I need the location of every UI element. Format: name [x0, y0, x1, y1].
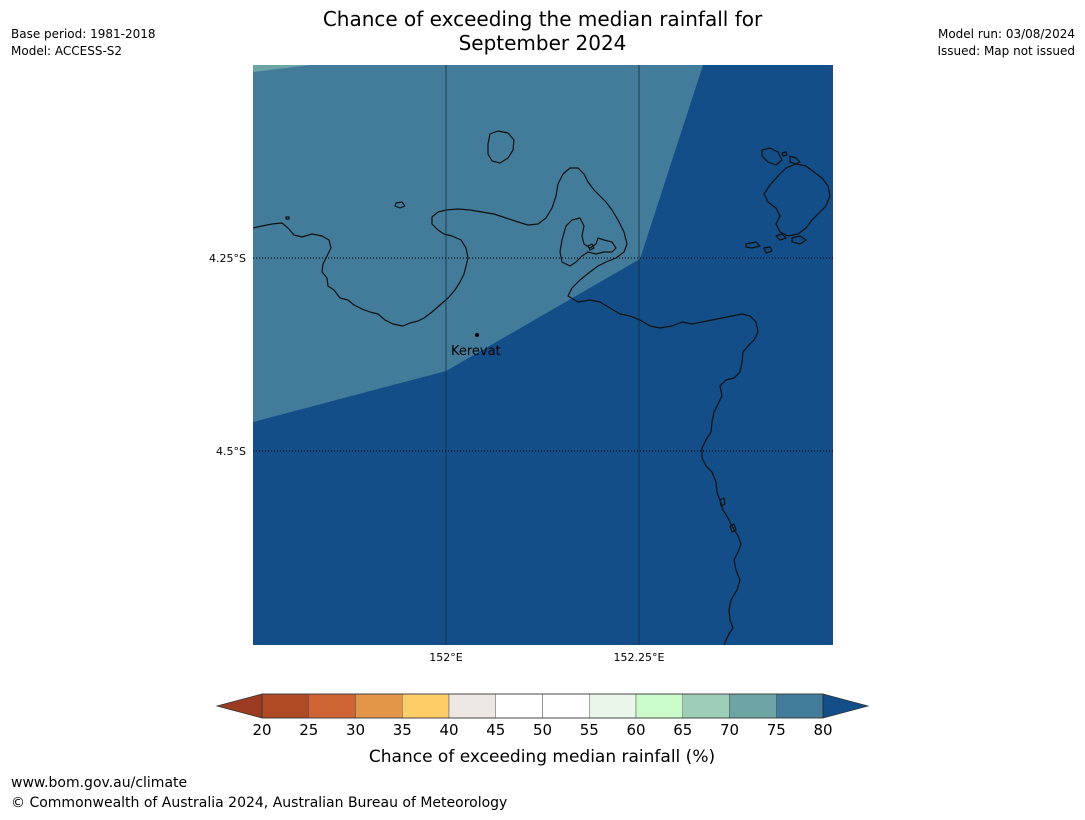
graticule: [253, 65, 833, 645]
footer-url: www.bom.gov.au/climate: [11, 775, 188, 791]
colorbar-band: [308, 693, 356, 719]
colorbar-band: [729, 693, 777, 719]
meta-left: Base period: 1981-2018 Model: ACCESS-S2: [11, 26, 156, 60]
base-period-text: Base period: 1981-2018: [11, 27, 156, 41]
colorbar-band: [495, 693, 543, 719]
colorbar-bands: [261, 693, 824, 719]
lon-label-152e: 152°E: [429, 651, 462, 664]
colorbar-band: [635, 693, 683, 719]
colorbar-band: [355, 693, 403, 719]
colorbar-frame: [261, 693, 824, 719]
map-title-line-2: September 2024: [458, 31, 627, 55]
band-70-75: [253, 65, 703, 422]
colorbar-band: [402, 693, 450, 719]
colorbar-tick-label: 35: [393, 721, 412, 739]
map-title: Chance of exceeding the median rainfall …: [0, 7, 1085, 55]
colorbar-under-arrow: [215, 693, 263, 719]
model-run-text: Model run: 03/08/2024: [937, 27, 1075, 41]
coastline: [253, 130, 831, 645]
colorbar-band: [776, 693, 824, 719]
colorbar-tick-label: 70: [720, 721, 739, 739]
kerevat-marker: [475, 333, 479, 337]
colorbar-band: [448, 693, 496, 719]
colorbar-ticks: 20 25 30 35 40 45 50 55 60 65 70 75 80: [252, 721, 832, 739]
colorbar-tick-label: 65: [673, 721, 692, 739]
colorbar-band: [261, 693, 309, 719]
lat-label-4-25s: 4.25°S: [209, 252, 246, 265]
colorbar-tick-label: 80: [813, 721, 832, 739]
colorbar: 20 25 30 35 40 45 50 55 60 65 70 75 80 Chance of exc…: [215, 693, 870, 767]
colorbar-tick-label: 50: [533, 721, 552, 739]
model-text: Model: ACCESS-S2: [11, 44, 123, 58]
lat-label-4-5s: 4.5°S: [216, 445, 246, 458]
map-title-line-1: Chance of exceeding the median rainfall …: [322, 7, 763, 31]
colorbar-tick-label: 60: [626, 721, 645, 739]
meta-right: Model run: 03/08/2024 Issued: Map not is…: [937, 26, 1075, 60]
colorbar-tick-label: 55: [580, 721, 599, 739]
colorbar-tick-label: 20: [252, 721, 271, 739]
colorbar-tick-label: 75: [767, 721, 786, 739]
band-65-70: [253, 65, 310, 72]
colorbar-band: [682, 693, 730, 719]
issued-text: Issued: Map not issued: [937, 44, 1075, 58]
colorbar-band: [542, 693, 590, 719]
colorbar-tick-label: 45: [486, 721, 505, 739]
colorbar-over-arrow: [822, 693, 870, 719]
colorbar-label: Chance of exceeding median rainfall (%): [369, 747, 715, 767]
colorbar-tick-label: 40: [439, 721, 458, 739]
colorbar-tick-label: 30: [346, 721, 365, 739]
colorbar-tick-label: 25: [299, 721, 318, 739]
footer-copyright: © Commonwealth of Australia 2024, Austra…: [11, 795, 508, 811]
kerevat-label: Kerevat: [451, 344, 501, 359]
lon-label-152-25e: 152.25°E: [614, 651, 665, 664]
map-panel: [253, 65, 833, 645]
colorbar-band: [589, 693, 637, 719]
